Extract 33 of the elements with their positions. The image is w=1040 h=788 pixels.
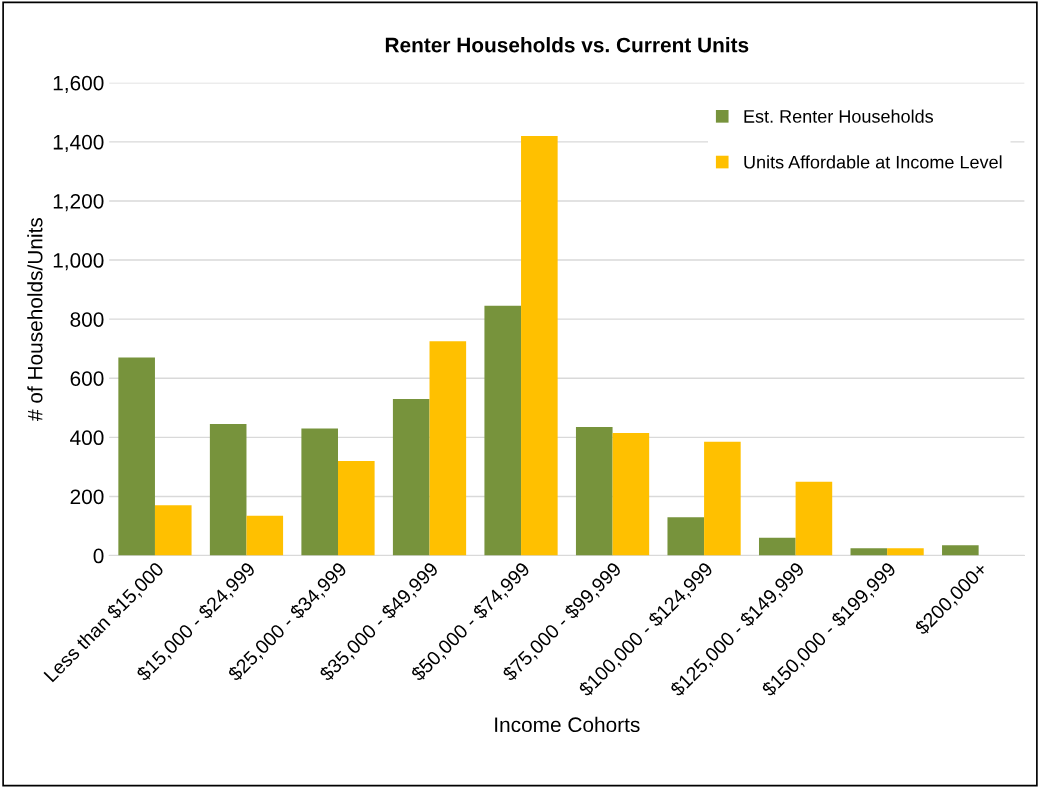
bar (338, 460, 375, 556)
y-tick-label: 600 (70, 371, 104, 386)
bar (850, 548, 888, 556)
y-tick-label: 0 (93, 548, 104, 564)
bar (154, 505, 192, 556)
bar (521, 135, 558, 556)
y-tick-label: 200 (70, 489, 104, 505)
y-tick-label: 1,000 (53, 253, 104, 271)
y-tick-label: 400 (70, 430, 104, 446)
bar (429, 341, 467, 556)
bar (758, 537, 796, 556)
bar (667, 517, 705, 556)
bar (209, 424, 247, 556)
bar (575, 427, 613, 556)
bar (392, 398, 430, 556)
y-tick-label: 1,400 (53, 134, 104, 153)
bar (301, 428, 338, 556)
bar (887, 548, 924, 556)
y-tick-label: 1,600 (53, 75, 104, 93)
bar (612, 432, 650, 556)
y-tick-label: 800 (70, 312, 104, 327)
y-axis-title: # of Households/Units (27, 217, 43, 421)
legend-label: Units Affordable at Income Level (744, 155, 1002, 169)
legend-label: Est. Renter Households (744, 109, 934, 123)
bar (246, 515, 284, 556)
x-axis-title: Income Cohorts (495, 716, 640, 733)
bar (942, 545, 979, 556)
chart-title: Renter Households vs. Current Units (385, 37, 749, 53)
y-tick-label: 1,200 (53, 193, 104, 212)
bar (795, 481, 833, 556)
bar (484, 305, 522, 556)
bar (118, 357, 155, 556)
bar (704, 441, 741, 556)
